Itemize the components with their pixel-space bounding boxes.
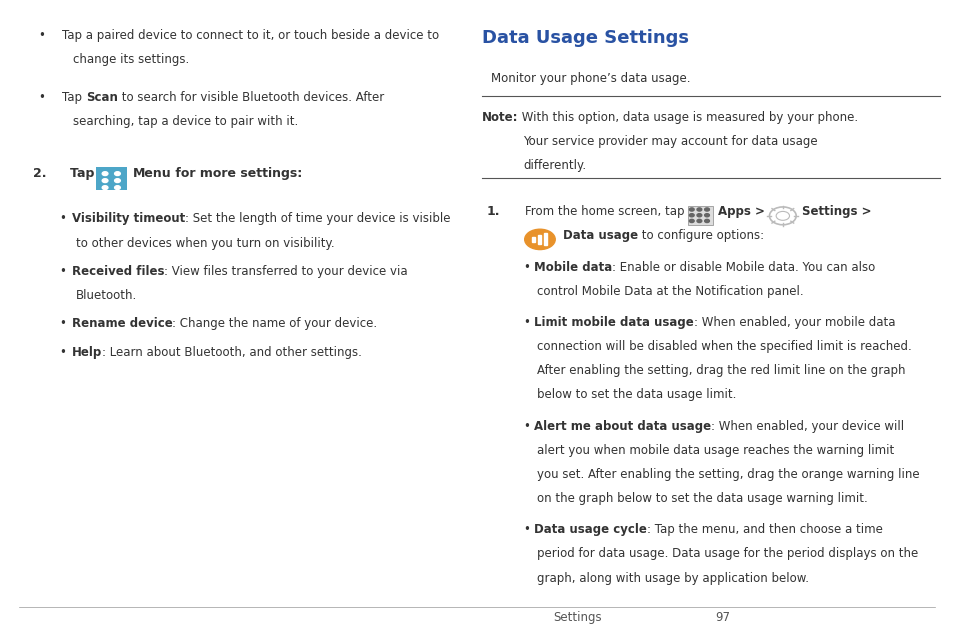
Text: Mobile data: Mobile data xyxy=(534,261,612,273)
Circle shape xyxy=(114,179,120,183)
Circle shape xyxy=(689,208,694,211)
Text: graph, along with usage by application below.: graph, along with usage by application b… xyxy=(537,572,808,584)
Circle shape xyxy=(697,208,701,211)
Text: Limit mobile data usage: Limit mobile data usage xyxy=(534,316,693,329)
Text: Scan: Scan xyxy=(86,91,117,104)
Circle shape xyxy=(704,208,709,211)
Text: Received files: Received files xyxy=(71,265,164,278)
Text: From the home screen, tap: From the home screen, tap xyxy=(524,205,687,218)
Text: Visibility timeout: Visibility timeout xyxy=(71,212,185,225)
Text: period for data usage. Data usage for the period displays on the: period for data usage. Data usage for th… xyxy=(537,548,918,560)
Circle shape xyxy=(704,214,709,217)
Bar xyxy=(532,237,535,242)
Text: •: • xyxy=(59,346,66,359)
Text: •: • xyxy=(522,316,529,329)
Text: Monitor your phone’s data usage.: Monitor your phone’s data usage. xyxy=(491,72,690,85)
Circle shape xyxy=(114,172,120,176)
Text: 97: 97 xyxy=(715,611,730,623)
Text: •: • xyxy=(522,420,529,432)
Text: : Change the name of your device.: : Change the name of your device. xyxy=(172,317,377,331)
Text: •: • xyxy=(59,317,66,331)
Text: •: • xyxy=(38,29,45,41)
Text: : When enabled, your mobile data: : When enabled, your mobile data xyxy=(693,316,895,329)
Text: Menu: Menu xyxy=(132,167,172,180)
Text: to search for visible Bluetooth devices. After: to search for visible Bluetooth devices.… xyxy=(117,91,383,104)
Text: searching, tap a device to pair with it.: searching, tap a device to pair with it. xyxy=(73,115,298,128)
Text: Help: Help xyxy=(71,346,102,359)
Text: Alert me about data usage: Alert me about data usage xyxy=(534,420,711,432)
Circle shape xyxy=(704,219,709,223)
Text: connection will be disabled when the specified limit is reached.: connection will be disabled when the spe… xyxy=(537,340,911,353)
Text: Data usage cycle: Data usage cycle xyxy=(534,523,646,536)
Text: to configure options:: to configure options: xyxy=(638,229,763,242)
Circle shape xyxy=(102,172,108,176)
Text: Bluetooth.: Bluetooth. xyxy=(76,289,137,302)
Text: •: • xyxy=(38,91,45,104)
Text: •: • xyxy=(522,261,529,273)
Text: : When enabled, your device will: : When enabled, your device will xyxy=(711,420,903,432)
Text: Your service provider may account for data usage: Your service provider may account for da… xyxy=(522,135,817,148)
Text: •: • xyxy=(59,265,66,278)
Text: : Set the length of time your device is visible: : Set the length of time your device is … xyxy=(185,212,450,225)
Text: Apps >: Apps > xyxy=(718,205,769,218)
Circle shape xyxy=(114,186,120,190)
Text: : Enable or disable Mobile data. You can also: : Enable or disable Mobile data. You can… xyxy=(612,261,875,273)
Text: Settings: Settings xyxy=(553,611,601,623)
Text: Tap a paired device to connect to it, or touch beside a device to: Tap a paired device to connect to it, or… xyxy=(62,29,438,41)
Text: you set. After enabling the setting, drag the orange warning line: you set. After enabling the setting, dra… xyxy=(537,468,919,481)
Circle shape xyxy=(689,219,694,223)
Circle shape xyxy=(697,219,701,223)
Text: Rename device: Rename device xyxy=(71,317,172,331)
Text: Note:: Note: xyxy=(481,111,517,124)
Text: After enabling the setting, drag the red limit line on the graph: After enabling the setting, drag the red… xyxy=(537,364,904,377)
Text: •: • xyxy=(522,523,529,536)
FancyBboxPatch shape xyxy=(687,205,712,225)
Text: to other devices when you turn on visibility.: to other devices when you turn on visibi… xyxy=(76,237,335,249)
Text: Data usage: Data usage xyxy=(562,229,638,242)
Text: differently.: differently. xyxy=(522,159,585,172)
FancyBboxPatch shape xyxy=(96,167,127,190)
Text: alert you when mobile data usage reaches the warning limit: alert you when mobile data usage reaches… xyxy=(537,444,893,457)
Text: Settings >: Settings > xyxy=(801,205,870,218)
Text: With this option, data usage is measured by your phone.: With this option, data usage is measured… xyxy=(517,111,858,124)
Text: change its settings.: change its settings. xyxy=(73,53,190,66)
Text: Tap: Tap xyxy=(70,167,98,180)
Text: control Mobile Data at the Notification panel.: control Mobile Data at the Notification … xyxy=(537,285,802,298)
Text: Data Usage Settings: Data Usage Settings xyxy=(481,29,688,46)
Text: : Learn about Bluetooth, and other settings.: : Learn about Bluetooth, and other setti… xyxy=(102,346,361,359)
Bar xyxy=(543,233,546,245)
Circle shape xyxy=(102,179,108,183)
Text: below to set the data usage limit.: below to set the data usage limit. xyxy=(537,389,736,401)
Circle shape xyxy=(102,186,108,190)
Text: : View files transferred to your device via: : View files transferred to your device … xyxy=(164,265,407,278)
Text: Tap: Tap xyxy=(62,91,86,104)
Circle shape xyxy=(697,214,701,217)
Text: 2.: 2. xyxy=(33,167,47,180)
Text: 1.: 1. xyxy=(486,205,499,218)
Text: : Tap the menu, and then choose a time: : Tap the menu, and then choose a time xyxy=(646,523,882,536)
Circle shape xyxy=(689,214,694,217)
Text: on the graph below to set the data usage warning limit.: on the graph below to set the data usage… xyxy=(537,492,867,505)
Bar xyxy=(537,235,540,244)
Text: •: • xyxy=(59,212,66,225)
Text: for more settings:: for more settings: xyxy=(172,167,302,180)
Circle shape xyxy=(524,229,555,249)
